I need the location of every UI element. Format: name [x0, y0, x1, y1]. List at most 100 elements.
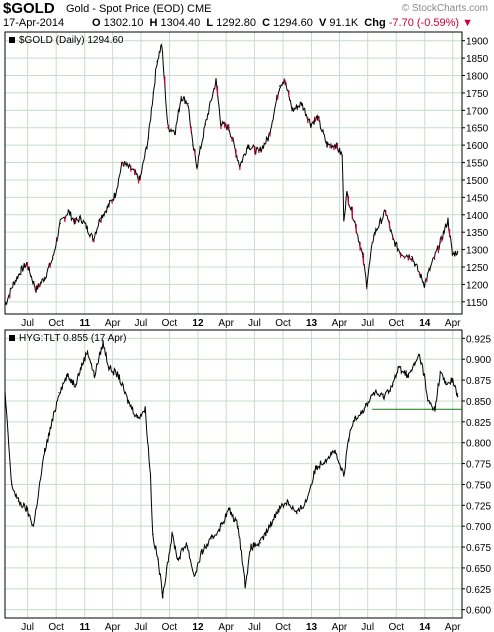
data-point [66, 375, 68, 377]
data-point [108, 366, 110, 369]
data-point [363, 408, 365, 410]
y-tick-label: 0.875 [466, 376, 491, 387]
data-point [102, 341, 104, 344]
data-point [193, 575, 195, 577]
data-point [292, 109, 294, 111]
data-point [269, 525, 271, 527]
data-point [316, 116, 319, 118]
data-point [26, 508, 28, 511]
data-point [341, 154, 343, 157]
data-point [278, 85, 281, 87]
x-tick-label: Jul [248, 318, 261, 329]
data-point [12, 283, 14, 286]
data-point [67, 210, 69, 212]
y-tick-label: 0.825 [466, 418, 491, 429]
x-tick-label: Oct [388, 318, 404, 329]
data-point [250, 546, 252, 548]
data-point [372, 392, 375, 394]
data-point [59, 222, 61, 225]
y-tick-label: 1600 [466, 141, 489, 152]
data-point [171, 533, 173, 536]
data-point [32, 525, 35, 527]
x-tick-label: Oct [275, 622, 291, 632]
y-tick-label: 0.925 [466, 334, 491, 345]
data-point [80, 366, 82, 369]
data-point [144, 408, 146, 410]
low-label: L [206, 17, 214, 29]
y-tick-label: 0.850 [466, 397, 491, 408]
data-point [385, 210, 387, 212]
symbol-description: Gold - Spot Price (EOD) CME [66, 3, 212, 15]
data-point [286, 500, 288, 502]
x-tick-label: Oct [48, 318, 64, 329]
data-point [362, 255, 364, 258]
data-point [180, 95, 182, 98]
data-point [162, 596, 164, 598]
data-point [372, 235, 375, 237]
y-tick-label: 1800 [466, 72, 489, 83]
data-point [17, 500, 19, 502]
x-tick-label: Apr [445, 622, 461, 632]
open-value: 1302.10 [103, 17, 144, 29]
data-point [239, 165, 241, 167]
x-tick-label: Jul [248, 622, 261, 632]
data-point [392, 383, 394, 385]
data-point [237, 525, 239, 527]
data-point [426, 400, 429, 402]
x-tick-label: Jul [134, 622, 147, 632]
data-point [457, 250, 459, 253]
ohlc-values: O 1302.10 H 1304.40 L 1292.80 C 1294.60 … [92, 17, 473, 29]
data-point [296, 513, 298, 515]
y-tick-label: 1650 [466, 124, 489, 135]
data-point [333, 450, 335, 452]
data-point [283, 78, 285, 80]
data-point [174, 130, 176, 132]
data-point [434, 408, 436, 410]
data-point [451, 254, 453, 256]
data-point [177, 558, 179, 561]
data-point [50, 425, 52, 427]
data-point [228, 127, 230, 129]
y-tick-label: 1150 [466, 298, 488, 309]
high-value: 1304.40 [160, 17, 201, 29]
data-point [86, 228, 89, 230]
data-point [4, 392, 6, 394]
data-point [74, 383, 76, 385]
legend-label: HYG:TLT 0.855 (17 Apr) [19, 333, 126, 344]
data-point [411, 255, 413, 258]
data-point [267, 137, 270, 139]
x-tick-label: Apr [218, 622, 234, 632]
legend-square-icon [9, 335, 15, 341]
plot-frame [4, 329, 463, 619]
y-tick-label: 1350 [466, 228, 489, 239]
data-point [366, 283, 368, 286]
data-point [35, 289, 37, 291]
high-label: H [149, 17, 158, 29]
x-tick-label: Oct [162, 318, 178, 329]
data-point [152, 92, 154, 94]
data-point [106, 207, 108, 209]
data-point [447, 219, 449, 221]
data-point [127, 400, 129, 402]
data-point [4, 304, 6, 306]
change-value: -7.70 (-0.59%) [388, 17, 460, 29]
x-tick-label: 14 [419, 318, 431, 329]
x-tick-label: Apr [105, 622, 121, 632]
y-tick-label: 0.700 [466, 522, 491, 533]
y-tick-label: 1300 [466, 246, 489, 257]
y-tick-label: 1200 [466, 280, 489, 291]
x-tick-label: Apr [445, 318, 461, 329]
plot-frame [4, 31, 463, 315]
data-point [185, 542, 188, 544]
data-point [457, 396, 459, 398]
panel-1: 0.600 0.625 0.650 0.675 0.700 0.725 0.750 0.775… [4, 329, 491, 632]
data-point [117, 375, 120, 377]
x-tick-label: 13 [306, 622, 318, 632]
y-tick-label: 0.600 [466, 606, 491, 617]
data-point [187, 102, 189, 104]
data-point [215, 80, 217, 82]
data-point [439, 371, 441, 373]
data-point [192, 144, 194, 146]
data-point [201, 550, 203, 552]
